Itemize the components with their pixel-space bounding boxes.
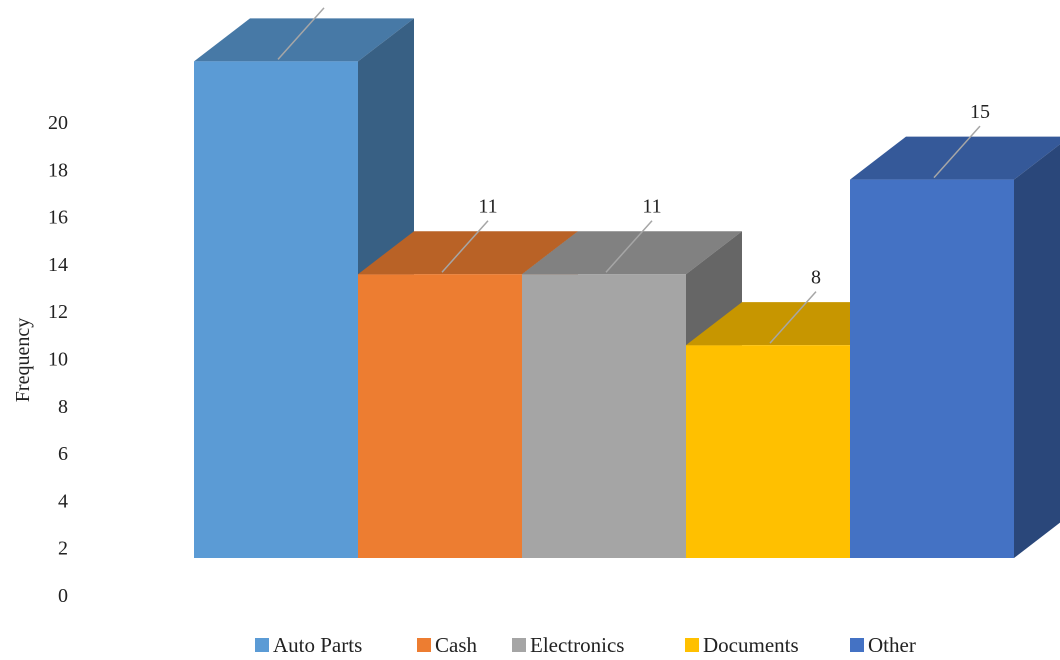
bar-top-face	[850, 136, 1060, 180]
legend-swatch	[850, 638, 864, 652]
y-axis: 0 2 4 6 8 10 12 14 16 18 20	[48, 112, 68, 607]
legend-swatch	[255, 638, 269, 652]
bar-front-face	[850, 179, 1014, 558]
data-label-leader	[605, 220, 653, 273]
y-tick-label: 18	[48, 159, 68, 181]
bar-top-face	[522, 231, 742, 275]
y-tick-label: 20	[48, 112, 68, 134]
data-label: 15	[970, 101, 990, 123]
legend-item-documents: Documents	[685, 633, 799, 657]
legend-item-electronics: Electronics	[512, 633, 624, 657]
legend-label: Electronics	[530, 633, 624, 657]
bar-front-face	[686, 345, 850, 558]
data-label: 11	[478, 196, 497, 218]
y-tick-label: 6	[58, 443, 68, 465]
bar-other: 15	[850, 101, 1060, 558]
bar-top-face	[194, 18, 414, 62]
y-tick-label: 8	[58, 396, 68, 418]
data-label-leader	[933, 125, 981, 179]
legend-swatch	[417, 638, 431, 652]
legend-swatch	[685, 638, 699, 652]
legend-item-cash: Cash	[417, 633, 478, 657]
y-tick-label: 4	[58, 490, 68, 512]
legend-label: Auto Parts	[273, 633, 362, 657]
y-tick-label: 12	[48, 301, 68, 323]
bar-front-face	[194, 61, 358, 558]
bar-front-face	[358, 274, 522, 558]
legend-item-auto-parts: Auto Parts	[255, 633, 362, 657]
legend-label: Cash	[435, 633, 478, 657]
legend-item-other: Other	[850, 633, 916, 657]
bars-group: 20 11 11 8 15	[194, 0, 1060, 559]
data-label: 8	[811, 267, 821, 289]
y-tick-label: 10	[48, 349, 68, 371]
y-axis-title: Frequency	[12, 318, 34, 402]
data-label-leader	[277, 7, 325, 60]
y-tick-label: 0	[58, 585, 68, 607]
legend-label: Other	[868, 633, 916, 657]
legend: Auto Parts Cash Electronics Documents Other	[255, 633, 916, 657]
data-label-leader	[769, 291, 817, 344]
bar-side-face	[1014, 144, 1060, 558]
bar-electronics: 11	[522, 196, 742, 558]
y-tick-label: 2	[58, 538, 68, 560]
data-label: 11	[642, 196, 661, 218]
bar-front-face	[522, 274, 686, 558]
y-tick-label: 16	[48, 207, 68, 229]
y-tick-label: 14	[48, 254, 68, 276]
legend-swatch	[512, 638, 526, 652]
data-label: 20	[314, 0, 334, 5]
legend-label: Documents	[703, 633, 799, 657]
data-label-leader	[441, 220, 489, 273]
bar-top-face	[358, 231, 578, 275]
